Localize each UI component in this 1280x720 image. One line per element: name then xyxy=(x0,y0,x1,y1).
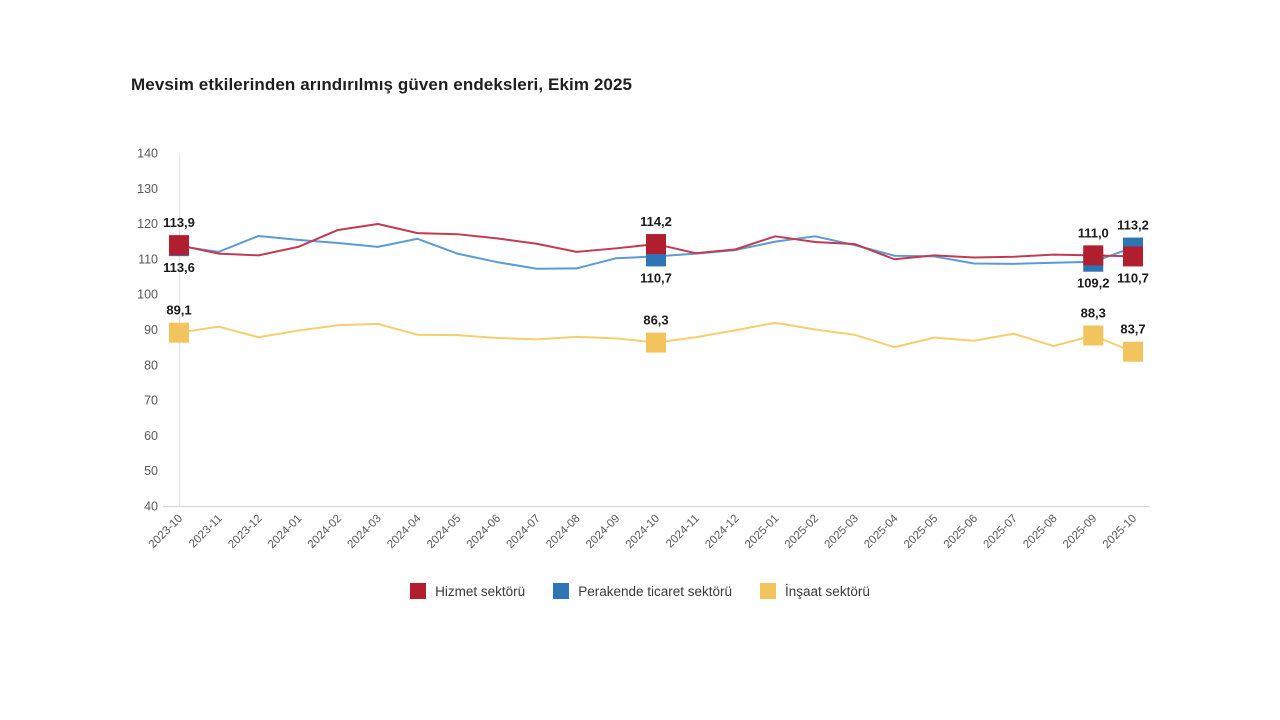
data-point-label: 111,0 xyxy=(1078,225,1109,240)
x-tick-label: 2024-04 xyxy=(385,512,424,551)
legend-item-hizmet: Hizmet sektörü xyxy=(410,583,525,599)
perakende-legend-swatch-icon xyxy=(553,583,570,599)
series-marker-0 xyxy=(1123,246,1143,267)
series-marker-0 xyxy=(646,234,666,255)
series-marker-2 xyxy=(169,322,189,343)
x-tick-label: 2025-08 xyxy=(1021,513,1059,551)
x-tick-label: 2024-08 xyxy=(544,513,582,551)
legend-label-perakende: Perakende ticaret sektörü xyxy=(578,583,733,599)
x-tick-label: 2024-05 xyxy=(425,513,463,551)
x-tick-label: 2025-10 xyxy=(1101,513,1139,551)
series-marker-2 xyxy=(1083,325,1104,346)
data-point-label: 88,3 xyxy=(1081,306,1106,321)
data-point-label: 114,2 xyxy=(640,214,672,229)
x-tick-label: 2024-01 xyxy=(266,513,304,551)
hizmet-legend-swatch-icon xyxy=(410,583,427,599)
y-tick-label: 110 xyxy=(138,252,158,266)
x-tick-label: 2023-12 xyxy=(226,513,264,551)
page-title: Mevsim etkilerinden arındırılmış güven e… xyxy=(131,75,633,94)
chart-legend: Hizmet sektörü Perakende ticaret sektörü… xyxy=(0,583,1280,599)
y-tick-label: 70 xyxy=(144,394,158,408)
y-tick-label: 60 xyxy=(144,429,158,443)
x-tick-label: 2025-03 xyxy=(823,513,861,551)
legend-label-hizmet: Hizmet sektörü xyxy=(435,583,526,599)
y-tick-label: 80 xyxy=(144,358,158,372)
x-tick-label: 2025-07 xyxy=(982,513,1020,551)
y-tick-label: 90 xyxy=(144,323,158,337)
x-tick-label: 2025-09 xyxy=(1061,513,1099,551)
data-point-label: 83,7 xyxy=(1120,322,1145,337)
x-tick-label: 2025-02 xyxy=(783,513,821,551)
x-tick-label: 2025-04 xyxy=(862,512,901,551)
y-tick-label: 120 xyxy=(137,217,158,231)
x-tick-label: 2023-10 xyxy=(147,513,185,551)
x-tick-label: 2025-05 xyxy=(902,513,940,551)
x-tick-label: 2024-07 xyxy=(505,513,543,551)
data-point-label: 113,9 xyxy=(163,215,195,230)
x-tick-label: 2024-03 xyxy=(346,513,384,551)
data-point-label: 110,7 xyxy=(640,270,672,285)
x-tick-label: 2024-06 xyxy=(465,513,503,551)
series-marker-0 xyxy=(169,235,189,256)
legend-item-insaat: İnşaat sektörü xyxy=(760,583,870,599)
y-tick-label: 40 xyxy=(144,500,158,514)
data-point-label: 113,6 xyxy=(163,260,195,275)
y-tick-label: 50 xyxy=(144,464,158,478)
data-point-label: 113,2 xyxy=(1117,218,1149,233)
x-tick-label: 2023-11 xyxy=(187,513,225,551)
data-point-label: 109,2 xyxy=(1077,276,1110,291)
series-marker-2 xyxy=(646,332,666,353)
data-point-label: 110,7 xyxy=(1117,270,1149,285)
y-tick-label: 130 xyxy=(137,182,158,196)
insaat-legend-swatch-icon xyxy=(760,583,777,599)
y-tick-label: 140 xyxy=(137,147,158,161)
x-tick-label: 2025-01 xyxy=(743,513,781,551)
data-point-label: 89,1 xyxy=(166,303,191,318)
x-tick-label: 2024-02 xyxy=(306,513,344,551)
series-marker-0 xyxy=(1083,245,1104,266)
x-tick-label: 2024-11 xyxy=(664,513,702,551)
x-tick-label: 2024-09 xyxy=(584,513,622,551)
legend-item-perakende: Perakende ticaret sektörü xyxy=(553,583,732,599)
x-tick-label: 2025-06 xyxy=(942,513,980,551)
series-marker-2 xyxy=(1123,341,1143,362)
y-tick-label: 100 xyxy=(137,288,158,302)
legend-label-insaat: İnşaat sektörü xyxy=(785,583,870,599)
x-tick-label: 2024-12 xyxy=(703,513,741,551)
data-point-label: 86,3 xyxy=(643,313,668,328)
x-tick-label: 2024-10 xyxy=(624,513,662,551)
